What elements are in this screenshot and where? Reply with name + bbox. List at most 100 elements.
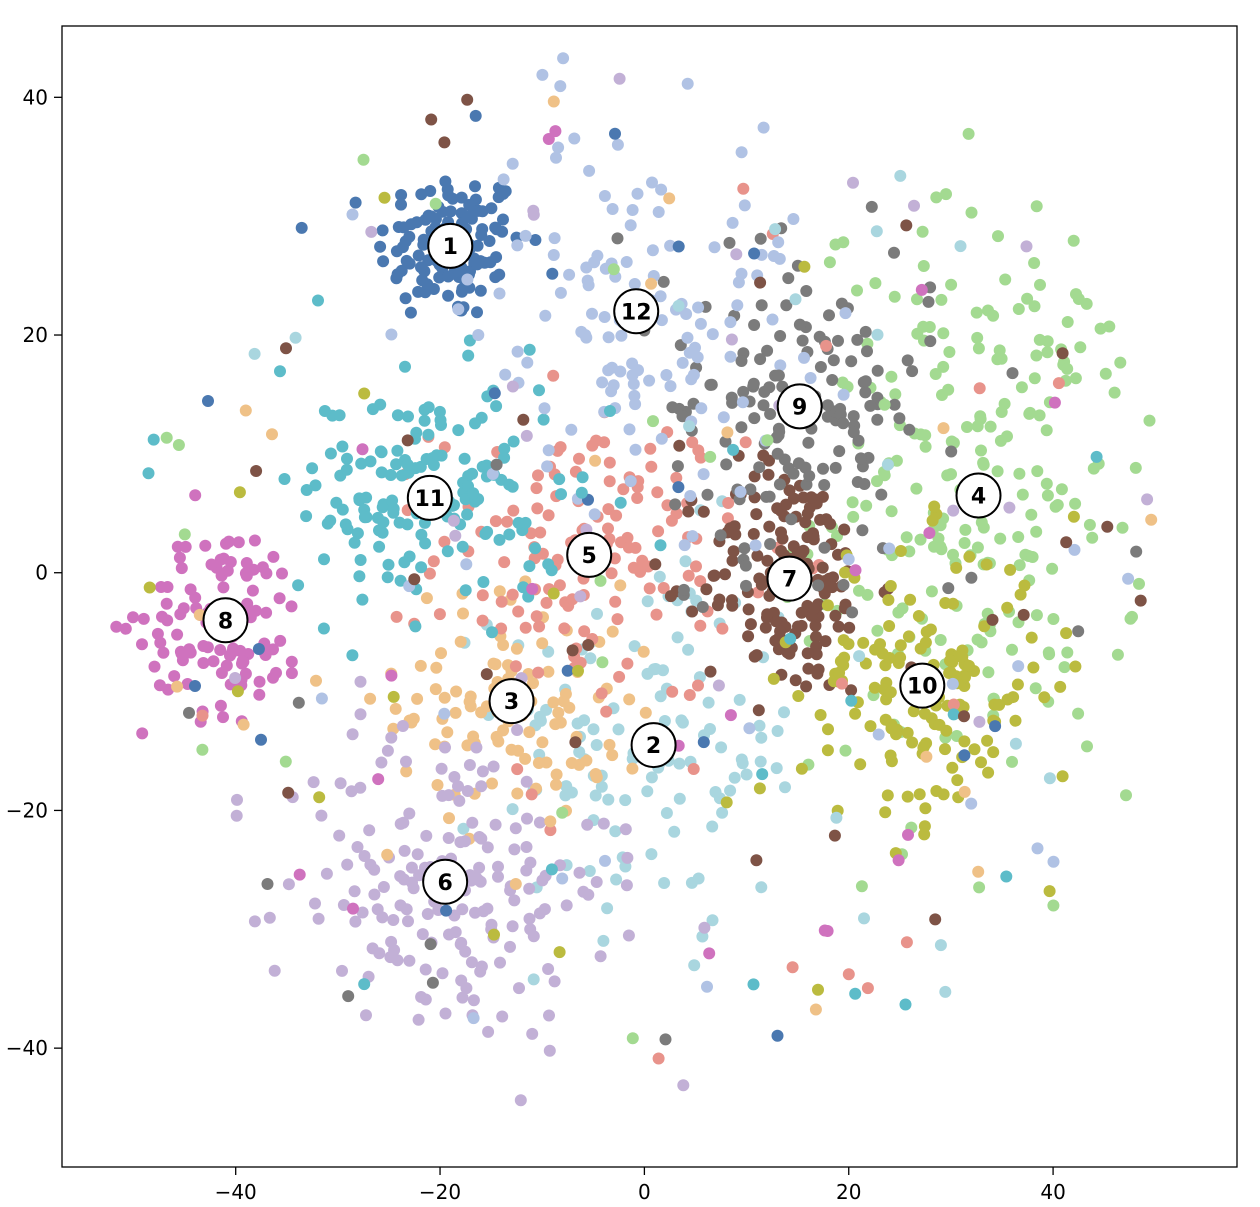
cluster-2-point (706, 914, 719, 927)
cluster-12-point (631, 187, 644, 200)
cluster-6-point (400, 755, 412, 768)
cluster-10-point (1056, 770, 1069, 783)
cluster-6-marker: 6 (422, 858, 469, 905)
noise-point (849, 987, 862, 1000)
cluster-6-point (385, 935, 398, 948)
cluster-3-point (454, 635, 467, 648)
cluster-8-point (197, 640, 210, 652)
cluster-8-marker: 8 (202, 597, 249, 644)
cluster-6-point (487, 760, 500, 773)
noise-point (1020, 240, 1033, 253)
cluster-12-point (521, 356, 534, 369)
cluster-3-point (637, 645, 650, 658)
cluster-12-point (787, 213, 800, 225)
cluster-12-point (499, 368, 512, 381)
noise-point (449, 529, 462, 542)
cluster-3-point (547, 696, 560, 709)
cluster-4-point (971, 420, 984, 433)
cluster-1-point (400, 254, 413, 267)
cluster-7-point (704, 665, 717, 678)
cluster-5-point (657, 582, 670, 594)
cluster-9-point (748, 412, 761, 425)
cluster-3-point (490, 730, 503, 743)
noise-point (835, 677, 848, 690)
cluster-10-point (1054, 680, 1067, 693)
cluster-5-point (495, 622, 508, 635)
cluster-4-point (987, 309, 1000, 322)
cluster-3-point (461, 739, 474, 752)
cluster-6-point (494, 956, 506, 969)
cluster-5-point (558, 622, 571, 635)
noise-point (626, 762, 639, 775)
cluster-9-point (666, 401, 679, 414)
cluster-9-point (748, 319, 761, 331)
cluster-2-point (590, 739, 603, 751)
cluster-6-point (248, 915, 261, 928)
cluster-12-point (581, 274, 594, 287)
cluster-10-point (814, 709, 827, 721)
cluster-2-point (601, 902, 614, 915)
cluster-2-point (735, 753, 748, 766)
noise-point (654, 539, 667, 552)
cluster-6-point (448, 771, 461, 783)
cluster-9-marker: 9 (776, 383, 823, 430)
cluster-11-point (300, 510, 313, 523)
cluster-8-point (217, 581, 230, 594)
cluster-12-point (735, 146, 748, 159)
cluster-6-point (492, 870, 504, 883)
noise-point (842, 968, 855, 981)
noise-point (1060, 627, 1073, 640)
cluster-5-point (670, 471, 683, 484)
cluster-12-point (536, 68, 549, 81)
cluster-11-point (459, 584, 472, 597)
cluster-4-point (993, 344, 1006, 357)
cluster-2-point (457, 822, 470, 835)
cluster-5-point (573, 452, 585, 465)
cluster-4-point (1120, 789, 1132, 802)
cluster-9-point (888, 398, 901, 411)
cluster-9-point (817, 462, 829, 475)
cluster-4-point (1013, 467, 1026, 480)
cluster-12-point (596, 376, 609, 389)
cluster-4-point (994, 434, 1007, 447)
cluster-1-point (399, 292, 412, 305)
cluster-10-point (901, 790, 914, 803)
cluster-6-point (514, 1094, 527, 1107)
cluster-9-point (780, 299, 793, 312)
cluster-12-point (685, 373, 698, 386)
cluster-1-point (463, 198, 476, 211)
cluster-10-point (795, 762, 808, 775)
cluster-11-point (353, 492, 366, 505)
cluster-8-point (239, 667, 252, 680)
noise-point (1043, 772, 1056, 785)
cluster-6-point (473, 831, 486, 843)
cluster-3-point (550, 778, 562, 791)
cluster-6-point (463, 759, 476, 771)
noise-point (861, 982, 874, 995)
cluster-11-point (434, 414, 447, 427)
cluster-2-point (682, 643, 695, 656)
cluster-6-point (443, 928, 455, 941)
noise-point (939, 985, 952, 998)
noise-point (142, 467, 155, 480)
cluster-5-point (512, 605, 525, 618)
cluster-10-point (881, 789, 894, 802)
cluster-6-point (398, 844, 411, 857)
cluster-3-point (550, 768, 563, 781)
noise-point (986, 613, 999, 626)
cluster-6-point (333, 829, 346, 842)
cluster-3-point (614, 579, 627, 592)
cluster-5-point (682, 569, 695, 582)
cluster-4-point (994, 532, 1007, 545)
cluster-12-point (580, 331, 593, 344)
cluster-11-point (390, 458, 403, 471)
cluster-6-point (597, 817, 610, 830)
noise-point (342, 990, 355, 1003)
cluster-10-point (894, 651, 907, 664)
cluster-5-point (694, 575, 707, 588)
cluster-3-point (414, 659, 427, 672)
noise-point (347, 902, 359, 915)
y-tick-label: 40 (23, 85, 48, 109)
cluster-10-point (821, 599, 834, 612)
noise-point (730, 248, 743, 261)
